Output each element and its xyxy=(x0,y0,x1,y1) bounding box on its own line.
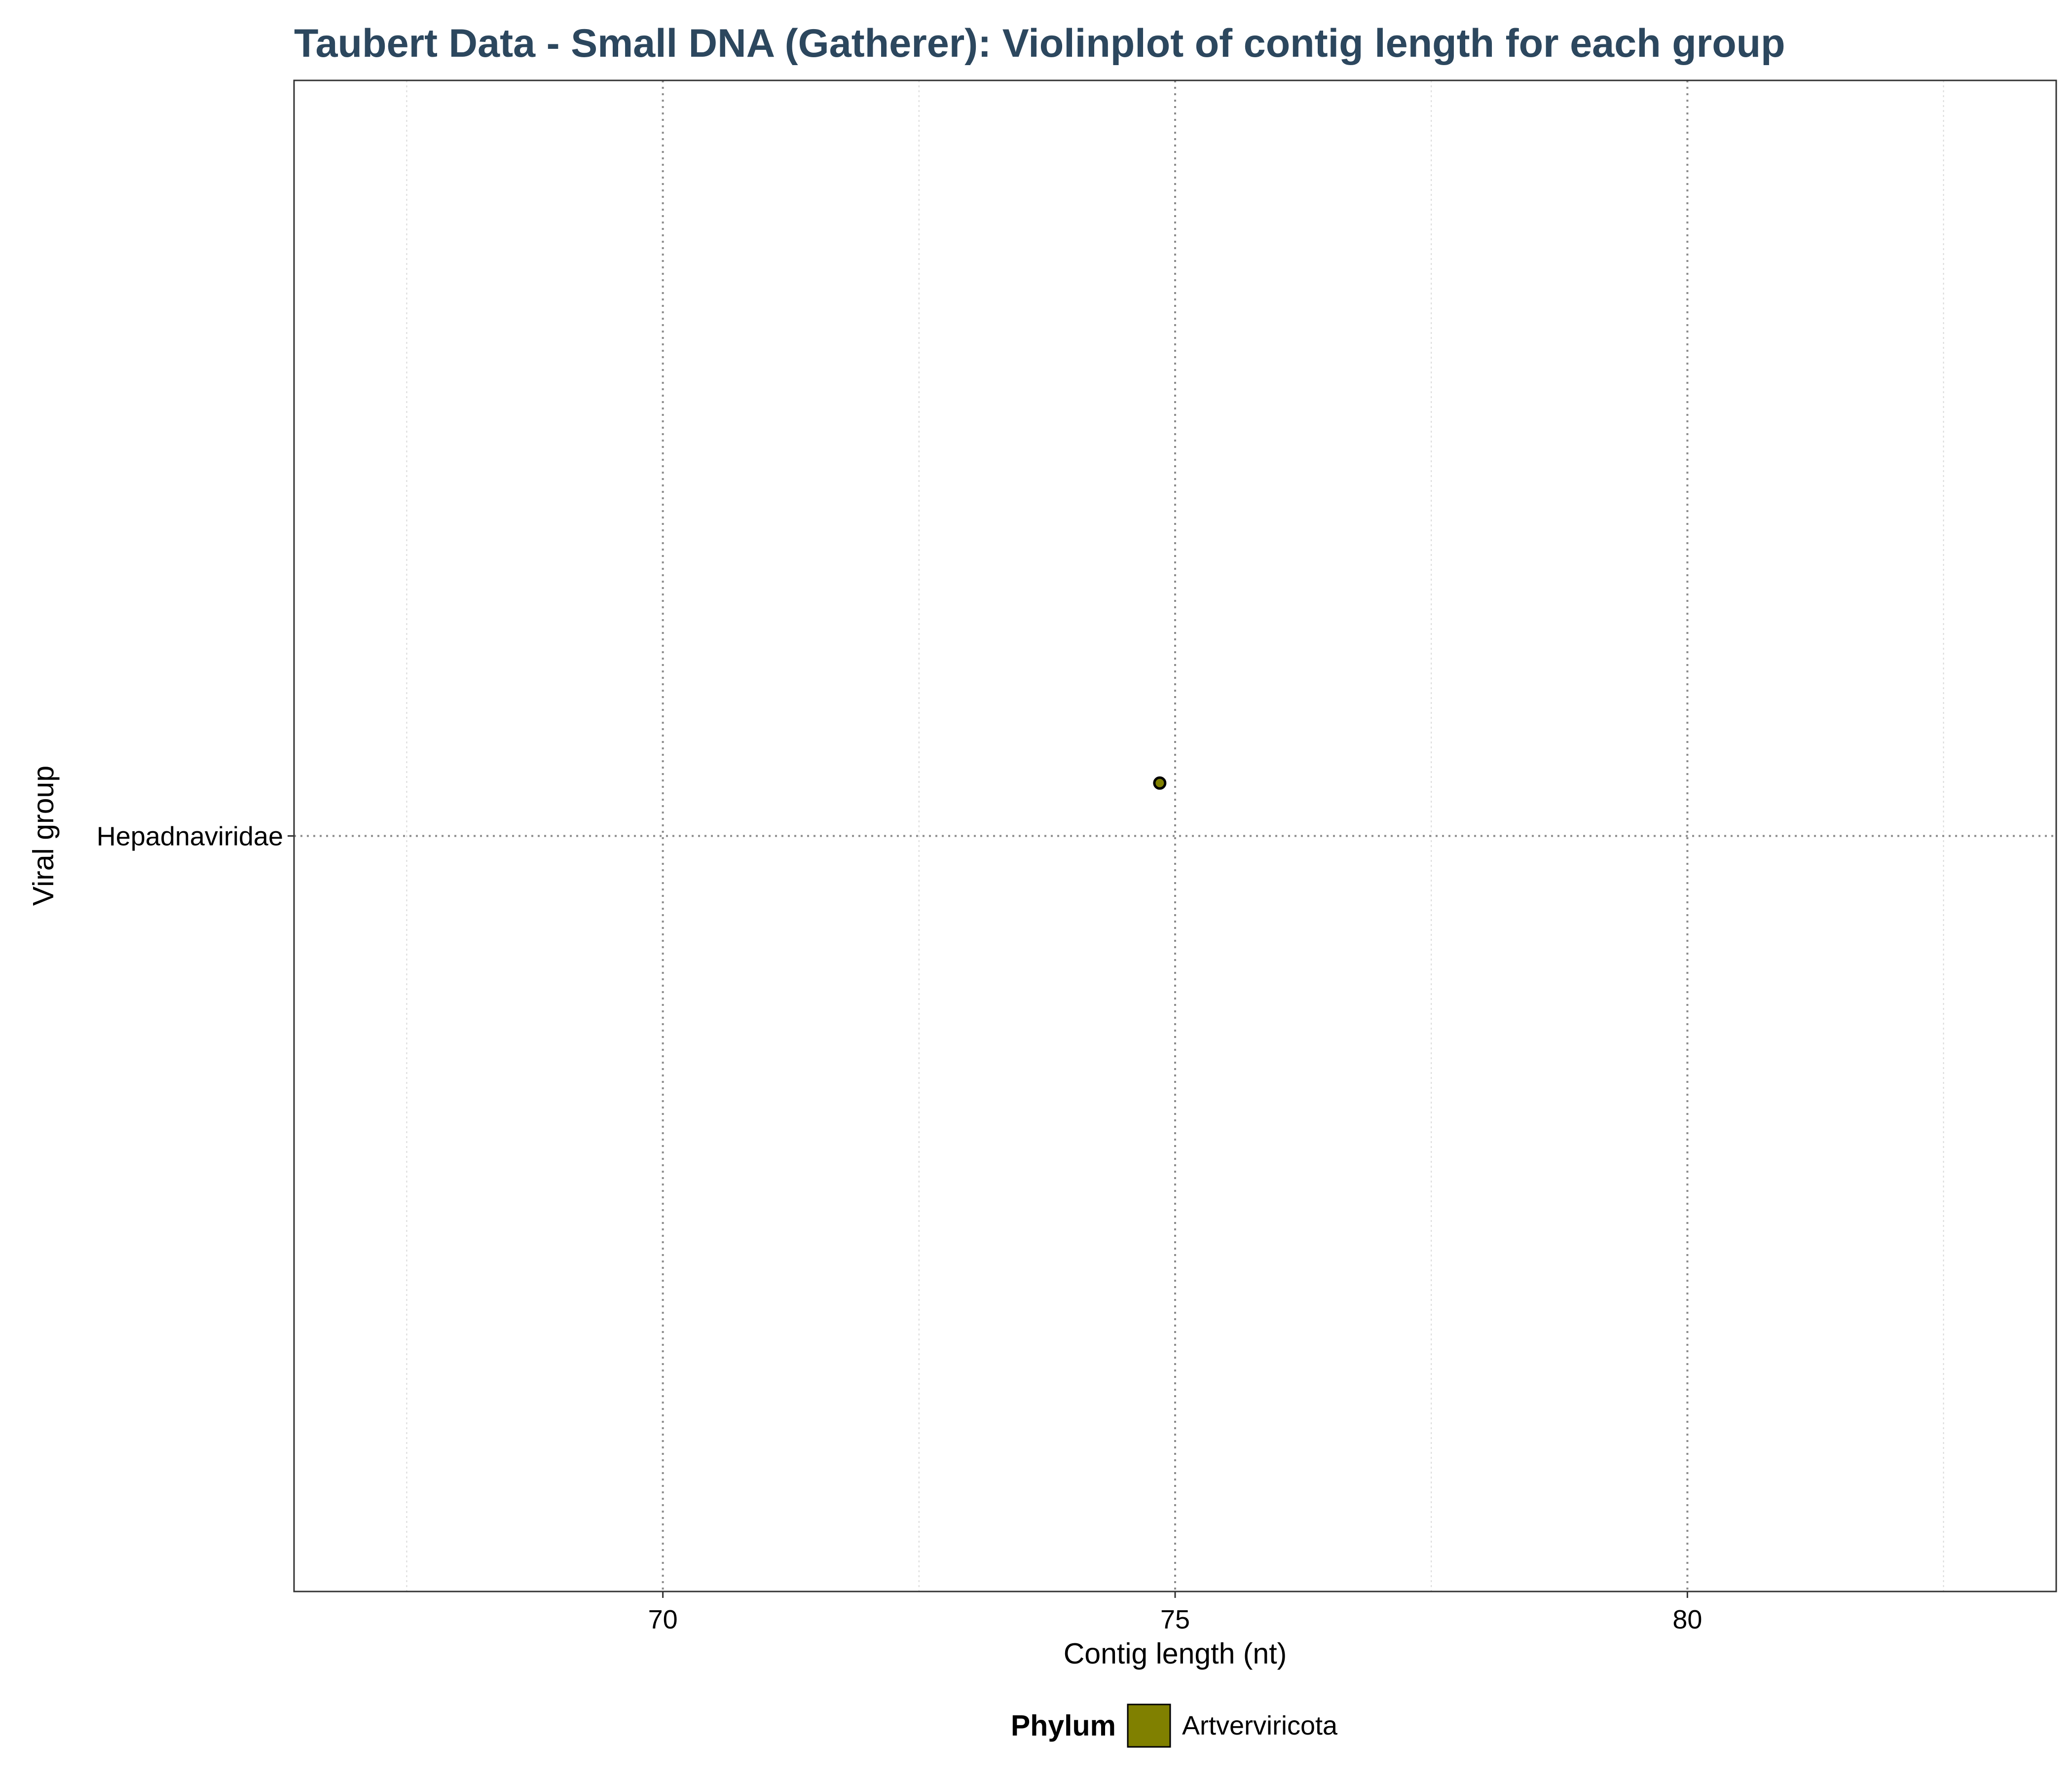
data-points xyxy=(1153,776,1167,790)
y-axis: Hepadnaviridae xyxy=(97,822,294,851)
x-tick-label-2: 80 xyxy=(1672,1605,1702,1634)
legend-swatch-0 xyxy=(1127,1703,1171,1748)
legend: Phylum Artverviricota xyxy=(1011,1703,1338,1748)
x-tick-label-0: 70 xyxy=(648,1605,678,1634)
chart-title: Taubert Data - Small DNA (Gatherer): Vio… xyxy=(294,21,1785,66)
x-tick-label-1: 75 xyxy=(1160,1605,1190,1634)
legend-label-0: Artverviricota xyxy=(1182,1711,1338,1740)
legend-entries: Artverviricota xyxy=(1127,1703,1338,1748)
data-point-0 xyxy=(1153,776,1167,790)
x-axis-title: Contig length (nt) xyxy=(1064,1637,1287,1670)
y-tick-label-0: Hepadnaviridae xyxy=(97,822,283,851)
major-grid xyxy=(294,80,2056,1591)
legend-title: Phylum xyxy=(1011,1709,1116,1742)
x-axis: 70 75 80 xyxy=(648,1591,1702,1634)
y-axis-title: Viral group xyxy=(27,766,60,906)
